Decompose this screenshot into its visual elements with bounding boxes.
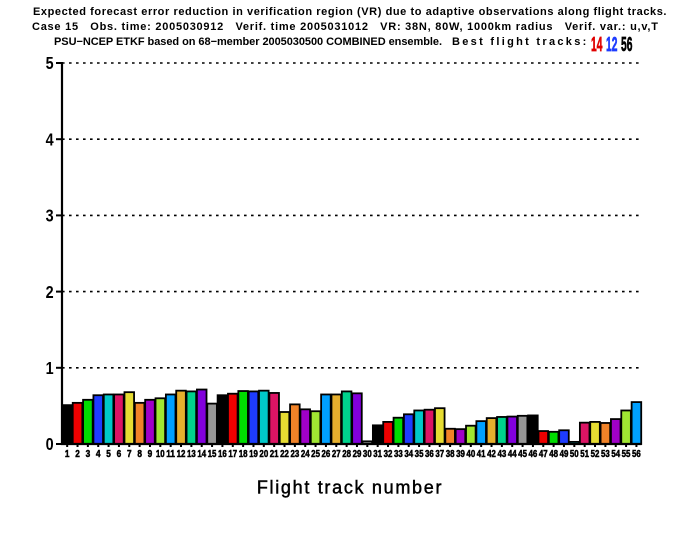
- svg-text:33: 33: [394, 449, 403, 460]
- svg-text:1: 1: [46, 358, 54, 378]
- svg-text:8: 8: [137, 449, 142, 460]
- svg-text:4: 4: [46, 129, 54, 149]
- svg-text:2: 2: [75, 449, 80, 460]
- svg-text:49: 49: [560, 449, 569, 460]
- svg-text:5: 5: [106, 449, 111, 460]
- svg-text:25: 25: [311, 449, 320, 460]
- svg-text:4: 4: [96, 449, 101, 460]
- svg-text:23: 23: [290, 449, 299, 460]
- svg-text:40: 40: [466, 449, 475, 460]
- svg-text:27: 27: [332, 449, 341, 460]
- svg-text:32: 32: [384, 449, 393, 460]
- svg-text:18: 18: [239, 449, 248, 460]
- svg-text:16: 16: [218, 449, 227, 460]
- svg-text:54: 54: [611, 449, 620, 460]
- svg-text:42: 42: [487, 449, 496, 460]
- svg-text:22: 22: [280, 449, 289, 460]
- svg-text:7: 7: [127, 449, 132, 460]
- svg-text:14: 14: [197, 449, 206, 460]
- svg-text:46: 46: [529, 449, 538, 460]
- svg-text:2: 2: [46, 282, 54, 302]
- svg-text:45: 45: [518, 449, 527, 460]
- svg-text:47: 47: [539, 449, 548, 460]
- svg-text:44: 44: [508, 449, 517, 460]
- svg-text:55: 55: [622, 449, 631, 460]
- svg-text:1: 1: [65, 449, 70, 460]
- svg-text:9: 9: [148, 449, 153, 460]
- svg-text:5: 5: [46, 53, 54, 73]
- svg-text:20: 20: [259, 449, 268, 460]
- svg-text:Flight track number: Flight track number: [257, 478, 443, 498]
- svg-text:39: 39: [456, 449, 465, 460]
- svg-text:19: 19: [249, 449, 258, 460]
- svg-text:52: 52: [591, 449, 600, 460]
- svg-text:29: 29: [353, 449, 362, 460]
- svg-text:36: 36: [425, 449, 434, 460]
- svg-text:51: 51: [580, 449, 589, 460]
- svg-text:15: 15: [208, 449, 217, 460]
- svg-text:56: 56: [632, 449, 641, 460]
- svg-text:26: 26: [322, 449, 331, 460]
- svg-text:41: 41: [477, 449, 486, 460]
- svg-text:31: 31: [373, 449, 382, 460]
- svg-text:6: 6: [117, 449, 122, 460]
- svg-text:35: 35: [415, 449, 424, 460]
- svg-text:12: 12: [177, 449, 186, 460]
- svg-text:24: 24: [301, 449, 310, 460]
- svg-text:30: 30: [363, 449, 372, 460]
- svg-text:13: 13: [187, 449, 196, 460]
- svg-text:43: 43: [497, 449, 506, 460]
- svg-text:53: 53: [601, 449, 610, 460]
- svg-text:34: 34: [404, 449, 413, 460]
- svg-text:38: 38: [446, 449, 455, 460]
- svg-text:21: 21: [270, 449, 279, 460]
- svg-text:10: 10: [156, 449, 165, 460]
- svg-text:0: 0: [46, 434, 54, 454]
- svg-text:50: 50: [570, 449, 579, 460]
- svg-text:28: 28: [342, 449, 351, 460]
- svg-text:3: 3: [86, 449, 91, 460]
- svg-text:17: 17: [228, 449, 237, 460]
- svg-text:11: 11: [166, 449, 175, 460]
- svg-text:3: 3: [46, 206, 54, 226]
- svg-text:48: 48: [549, 449, 558, 460]
- svg-text:37: 37: [435, 449, 444, 460]
